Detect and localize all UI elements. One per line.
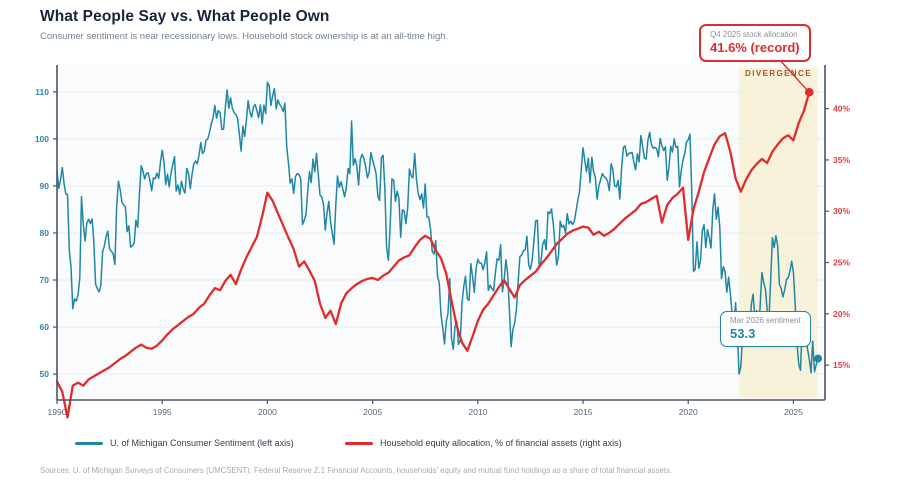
right-axis-tick-label: 15% — [833, 360, 850, 370]
sentiment-latest-dot — [814, 354, 823, 363]
sentiment-line-swatch — [75, 441, 103, 445]
legend: U. of Michigan Consumer Sentiment (left … — [0, 438, 897, 454]
left-axis-tick-label: 60 — [40, 322, 50, 332]
legend-item-allocation: Household equity allocation, % of financ… — [345, 438, 622, 448]
right-axis-tick-label: 20% — [833, 309, 850, 319]
x-axis-tick-label: 2000 — [258, 407, 277, 417]
x-axis-tick-label: 1990 — [48, 407, 67, 417]
allocation-callout-connector — [777, 57, 808, 91]
sentiment-line — [56, 81, 819, 375]
left-axis-tick-label: 80 — [40, 228, 50, 238]
right-axis-tick-label: 30% — [833, 206, 850, 216]
left-axis-tick-label: 90 — [40, 181, 50, 191]
right-axis-tick-label: 25% — [833, 258, 850, 268]
left-axis-tick-label: 110 — [35, 87, 49, 97]
allocation-record-callout: Q4 2025 stock allocation 41.6% (record) — [699, 24, 811, 62]
left-axis-tick-label: 100 — [35, 134, 49, 144]
sentiment-latest-callout: Mar 2026 sentiment 53.3 — [720, 311, 811, 347]
x-axis-tick-label: 1995 — [153, 407, 172, 417]
page-title: What People Say vs. What People Own — [40, 8, 330, 25]
legend-item-sentiment: U. of Michigan Consumer Sentiment (left … — [75, 438, 294, 448]
divergence-band-label: DIVERGENCE — [745, 69, 812, 78]
x-axis-tick-label: 2005 — [363, 407, 382, 417]
x-axis-tick-label: 2010 — [468, 407, 487, 417]
allocation-record-dot — [804, 87, 814, 97]
page-subtitle: Consumer sentiment is near recessionary … — [40, 31, 449, 42]
allocation-line-swatch — [345, 441, 373, 445]
sentiment-latest-callout-caption: Mar 2026 sentiment — [730, 316, 801, 325]
sources-note: Sources: U. of Michigan Surveys of Consu… — [40, 466, 673, 475]
right-axis-tick-label: 35% — [833, 155, 850, 165]
allocation-record-callout-value: 41.6% (record) — [710, 40, 800, 55]
legend-label-sentiment: U. of Michigan Consumer Sentiment (left … — [110, 438, 294, 448]
right-axis-tick-label: 40% — [833, 104, 850, 114]
x-axis-tick-label: 2025 — [784, 407, 803, 417]
left-axis-tick-label: 70 — [40, 275, 50, 285]
sentiment-latest-callout-value: 53.3 — [730, 326, 756, 341]
x-axis-tick-label: 2020 — [679, 407, 698, 417]
allocation-line — [55, 91, 811, 419]
x-axis-tick-label: 2015 — [574, 407, 593, 417]
legend-label-allocation: Household equity allocation, % of financ… — [380, 438, 622, 448]
allocation-record-callout-caption: Q4 2025 stock allocation — [710, 30, 798, 39]
left-axis-tick-label: 50 — [40, 369, 50, 379]
